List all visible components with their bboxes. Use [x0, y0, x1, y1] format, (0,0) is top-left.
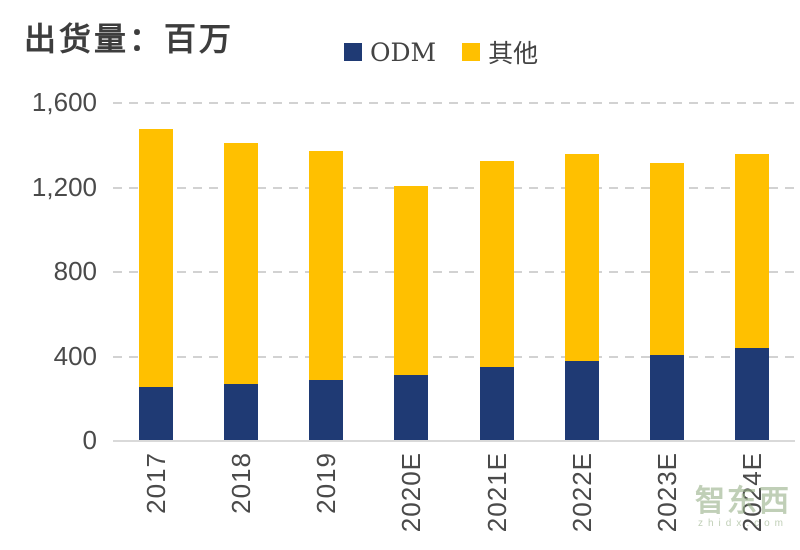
- bar-segment-odm-2019: [309, 380, 343, 440]
- x-tick-label-2020E: 2020E: [395, 452, 426, 533]
- bar-segment-odm-2021E: [480, 367, 514, 440]
- bar-segment-other-2024E: [735, 154, 769, 348]
- legend-item-其他: 其他: [462, 34, 538, 70]
- bar-segment-other-2018: [224, 143, 258, 384]
- x-tick-label-2021E: 2021E: [481, 452, 512, 533]
- legend-item-ODM: ODM: [344, 38, 436, 67]
- bar-segment-odm-2022E: [565, 361, 599, 440]
- bar-segment-odm-2018: [224, 384, 258, 440]
- bar-segment-odm-2023E: [650, 355, 684, 440]
- legend-swatch-icon: [344, 43, 362, 61]
- bar-segment-other-2019: [309, 151, 343, 380]
- y-tick-label: 0: [82, 425, 97, 455]
- y-tick-label: 800: [53, 256, 97, 286]
- x-tick-label-2024E: 2024E: [736, 452, 767, 533]
- legend: ODM 其他: [344, 34, 538, 70]
- gridline: [113, 186, 795, 189]
- gridline: [113, 271, 795, 273]
- y-tick-label: 1,600: [31, 87, 97, 117]
- x-tick-label-2022E: 2022E: [566, 452, 597, 533]
- bar-segment-odm-2017: [139, 387, 173, 440]
- bar-segment-other-2017: [139, 129, 173, 387]
- bar-segment-other-2020E: [394, 186, 428, 375]
- x-tick-label-2018: 2018: [225, 452, 256, 514]
- chart-title: 出货量：百万: [24, 20, 235, 58]
- y-tick-label: 1,200: [31, 171, 97, 202]
- legend-swatch-icon: [462, 43, 481, 61]
- plot-area: [113, 102, 795, 442]
- bar-segment-other-2021E: [480, 161, 514, 367]
- bar-segment-odm-2024E: [735, 348, 769, 440]
- bar-segment-odm-2020E: [394, 375, 428, 440]
- x-tick-label-2019: 2019: [310, 452, 341, 514]
- x-tick-label-2023E: 2023E: [651, 452, 682, 533]
- bar-segment-other-2022E: [565, 154, 599, 361]
- gridline: [113, 102, 795, 104]
- bar-segment-other-2023E: [650, 163, 684, 355]
- y-tick-label: 400: [53, 340, 97, 371]
- legend-label: ODM: [370, 37, 437, 67]
- x-tick-label-2017: 2017: [140, 452, 171, 514]
- legend-label: 其他: [488, 39, 539, 68]
- gridline: [113, 355, 795, 358]
